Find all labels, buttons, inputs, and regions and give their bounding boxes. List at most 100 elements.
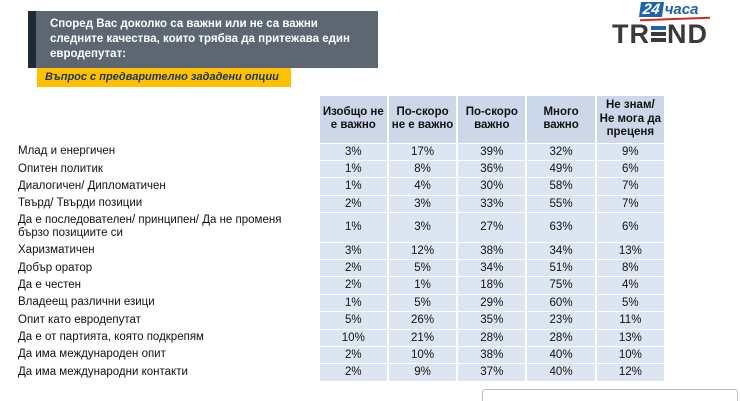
cell-value: 7% [596,178,664,195]
cell-value: 29% [458,294,526,312]
row-label: Опит като евродепутат [18,313,141,326]
logo-trend-right: ND [667,19,708,49]
header-spacer [16,96,318,143]
cell-value: 18% [458,277,526,294]
cell-value: 10% [388,346,457,364]
table-row: Да е честен 2% 1% 18% 75% 4% [16,277,664,294]
cell-value: 36% [458,161,526,178]
cell-value: 2% [319,364,387,381]
cell-value: 2% [319,260,387,277]
column-header: По-скоро не е важно [388,96,457,143]
cell-value: 4% [596,277,664,294]
cell-value: 5% [596,294,664,312]
cell-value: 58% [527,178,595,195]
question-title: Според Вас доколко са важни или не са ва… [28,11,378,68]
row-label: Опитен политик [18,162,103,175]
cell-value: 3% [388,195,457,213]
logo-24-number: 24 [638,1,664,18]
cell-value: 2% [319,346,387,364]
cell-value: 37% [458,364,526,381]
table-row: Да има международни контакти 2% 9% 37% 40% 12… [16,364,664,381]
cell-value: 1% [319,213,387,242]
row-label: Харизматичен [18,244,95,257]
logo-trend: TR ND [612,19,732,49]
row-label: Диалогичен/ Дипломатичен [18,180,166,193]
cell-value: 63% [527,213,595,242]
cell-value: 34% [527,242,595,259]
cell-value: 33% [458,195,526,213]
table-row: Твърд/ Твърди позиции 2% 3% 33% 55% 7% [16,195,664,213]
row-label: Да има международен опит [18,348,166,361]
cell-value: 28% [527,329,595,346]
cell-value: 5% [388,260,457,277]
cell-value: 38% [458,242,526,259]
cell-value: 75% [527,277,595,294]
cell-value: 4% [388,178,457,195]
row-label: Да има международни контакти [18,365,188,378]
logo-24chasa: 24 часа [612,1,732,18]
table-row: Опит като евродепутат 5% 26% 35% 23% 11% [16,312,664,329]
row-label: Да е от партията, която подкрепям [18,331,204,344]
row-label: Твърд/ Твърди позиции [18,197,143,210]
row-label: Владеещ различни езици [18,296,155,309]
cell-value: 8% [596,260,664,277]
cell-value: 40% [527,346,595,364]
cell-value: 49% [527,161,595,178]
cell-value: 34% [458,260,526,277]
question-subtitle: Въпрос с предварително зададени опции [37,68,291,88]
trend-e-bars-icon [651,24,666,44]
cell-value: 10% [596,346,664,364]
cell-value: 40% [527,364,595,381]
table-row: Владеещ различни езици 1% 5% 29% 60% 5% [16,294,664,312]
cell-value: 23% [527,312,595,329]
logo: 24 часа TR ND [612,1,732,49]
cell-value: 6% [596,213,664,242]
survey-table-wrap: Изобщо не е важно По-скоро не е важно По… [14,95,666,382]
cell-value: 9% [388,364,457,381]
cell-value: 21% [388,329,457,346]
cell-value: 5% [319,312,387,329]
cell-value: 60% [527,294,595,312]
survey-table: Изобщо не е важно По-скоро не е важно По… [14,95,666,382]
cell-value: 27% [458,213,526,242]
cell-value: 26% [388,312,457,329]
partial-bottom-box [482,389,738,401]
cell-value: 12% [596,364,664,381]
cell-value: 8% [388,161,457,178]
cell-value: 35% [458,312,526,329]
cell-value: 39% [458,143,526,161]
column-header: Много важно [527,96,595,143]
cell-value: 17% [388,143,457,161]
row-label: Да е честен [18,278,81,291]
cell-value: 1% [319,178,387,195]
cell-value: 12% [388,242,457,259]
cell-value: 6% [596,161,664,178]
row-label: Да е последователен/ принципен/ Да не пр… [18,214,282,240]
table-row: Харизматичен 3% 12% 38% 34% 13% [16,242,664,259]
cell-value: 3% [319,242,387,259]
cell-value: 13% [596,329,664,346]
cell-value: 2% [319,195,387,213]
cell-value: 1% [319,294,387,312]
table-row: Диалогичен/ Дипломатичен 1% 4% 30% 58% 7% [16,178,664,195]
cell-value: 13% [596,242,664,259]
logo-trend-left: TR [612,19,650,49]
logo-24-word: часа [664,1,699,18]
cell-value: 5% [388,294,457,312]
cell-value: 28% [458,329,526,346]
cell-value: 3% [388,213,457,242]
table-row: Млад и енергичен 3% 17% 39% 32% 9% [16,143,664,161]
table-row: Добър оратор 2% 5% 34% 51% 8% [16,260,664,277]
cell-value: 1% [388,277,457,294]
column-header: По-скоро важно [458,96,526,143]
table-row: Опитен политик 1% 8% 36% 49% 6% [16,161,664,178]
cell-value: 1% [319,161,387,178]
cell-value: 32% [527,143,595,161]
row-label: Млад и енергичен [18,145,116,158]
table-header-row: Изобщо не е важно По-скоро не е важно По… [16,96,664,143]
cell-value: 10% [319,329,387,346]
cell-value: 9% [596,143,664,161]
row-label: Добър оратор [18,261,93,274]
table-row: Да е последователен/ принципен/ Да не пр… [16,213,664,242]
